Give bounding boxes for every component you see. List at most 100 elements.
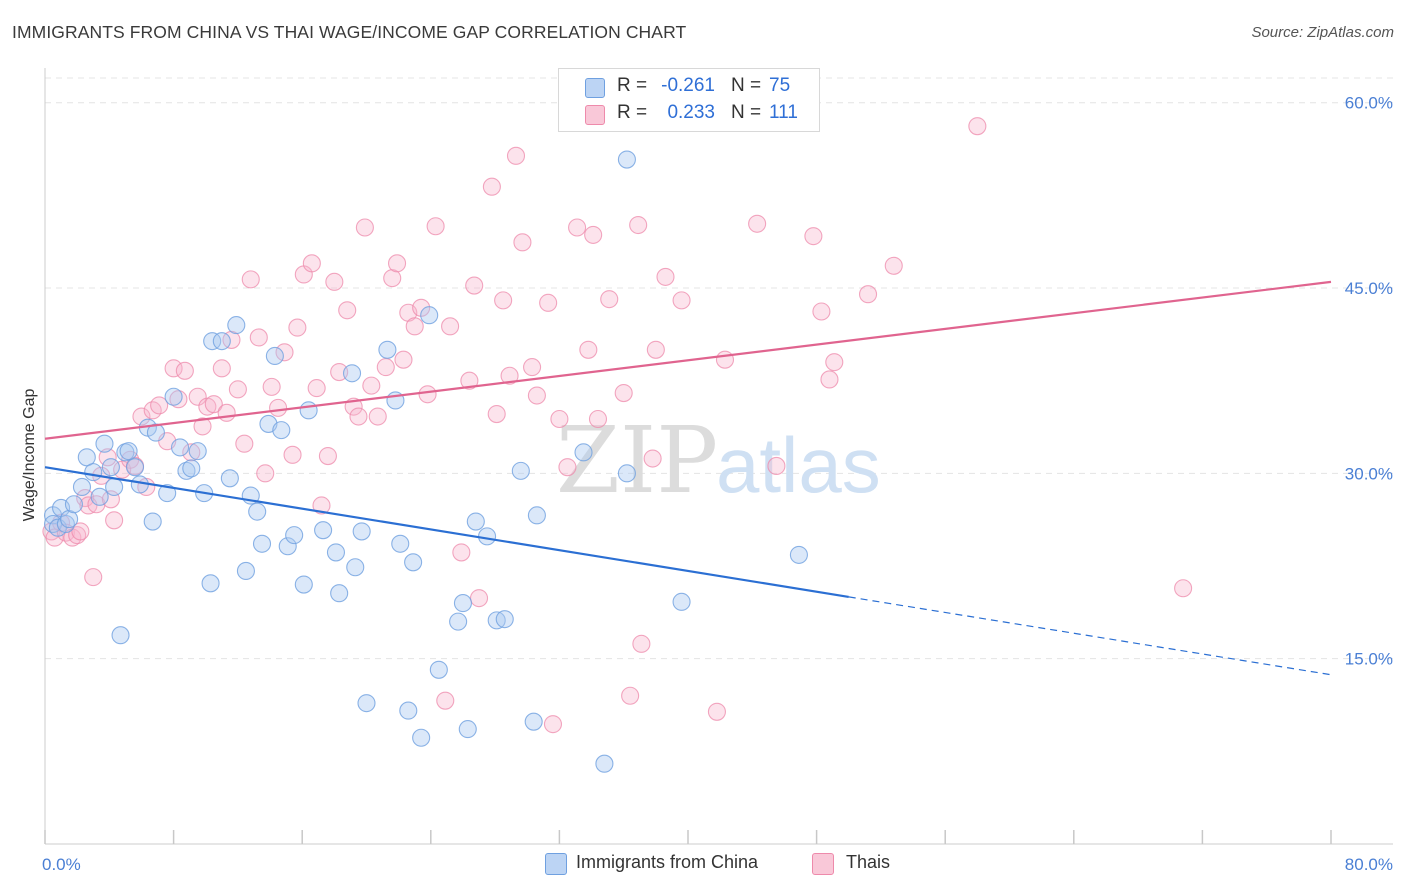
thai-point bbox=[312, 496, 331, 515]
thai-point bbox=[182, 443, 201, 462]
china-point bbox=[64, 495, 83, 514]
thai-point bbox=[132, 407, 151, 426]
china-point bbox=[511, 461, 530, 480]
thai-point bbox=[368, 407, 387, 426]
china-point bbox=[524, 712, 543, 731]
thai-point bbox=[325, 272, 344, 291]
china-point bbox=[527, 506, 546, 525]
x-tick-label: 80.0% bbox=[1345, 855, 1393, 874]
legend-r-value: 0.233 bbox=[667, 102, 715, 123]
thai-point bbox=[558, 458, 577, 477]
thai-point bbox=[222, 330, 241, 349]
thai-point bbox=[1174, 579, 1193, 598]
china-point bbox=[478, 527, 497, 546]
legend-r-label: R = bbox=[617, 75, 648, 96]
thai-point bbox=[188, 387, 207, 406]
thai-point bbox=[469, 589, 489, 608]
china-point bbox=[617, 150, 636, 169]
china-point bbox=[352, 522, 371, 541]
thai-point bbox=[715, 350, 735, 369]
y-tick-label: 45.0% bbox=[1345, 279, 1393, 298]
china-point bbox=[399, 701, 418, 720]
china-point bbox=[412, 728, 431, 747]
x-tick-label: 0.0% bbox=[42, 855, 81, 874]
thai-point bbox=[105, 511, 124, 530]
china-point bbox=[285, 526, 304, 545]
thai-point bbox=[84, 568, 103, 587]
watermark-atlas: atlas bbox=[716, 421, 881, 509]
thai-point bbox=[632, 634, 651, 653]
legend-swatch-thai bbox=[585, 105, 605, 125]
china-point bbox=[299, 401, 318, 420]
thai-point bbox=[241, 270, 260, 289]
thai-point bbox=[418, 385, 437, 404]
legend-row-china: R = -0.261 N = 75 bbox=[559, 73, 819, 101]
bottom-legend-swatch-china bbox=[545, 853, 567, 875]
china-point bbox=[72, 477, 92, 496]
china-point bbox=[404, 553, 423, 572]
thai-point bbox=[349, 407, 368, 426]
thai-point bbox=[288, 318, 307, 337]
china-point bbox=[111, 626, 130, 645]
thai-point bbox=[494, 291, 513, 310]
thai-point bbox=[355, 218, 374, 237]
chart-title: IMMIGRANTS FROM CHINA VS THAI WAGE/INCOM… bbox=[12, 22, 687, 42]
china-point bbox=[119, 442, 138, 461]
thai-point bbox=[307, 379, 326, 398]
china-point bbox=[188, 442, 207, 461]
y-tick-label: 60.0% bbox=[1345, 94, 1393, 113]
thai-point bbox=[175, 361, 194, 380]
thai-point bbox=[487, 405, 506, 424]
thai-point bbox=[235, 434, 254, 453]
y-tick-label: 30.0% bbox=[1345, 464, 1393, 483]
china-point bbox=[574, 443, 593, 462]
china-point bbox=[125, 458, 145, 477]
thai-point bbox=[217, 403, 236, 422]
china-point bbox=[164, 387, 183, 406]
china-point bbox=[357, 694, 376, 713]
thai-point bbox=[539, 293, 558, 312]
thai-point bbox=[169, 390, 188, 409]
bottom-legend-swatch-thai bbox=[812, 853, 834, 875]
china-point bbox=[60, 510, 79, 529]
legend-r-label: R = bbox=[617, 102, 648, 123]
thai-point bbox=[387, 254, 407, 273]
thai-point bbox=[275, 343, 294, 362]
china-point bbox=[466, 512, 485, 531]
bottom-legend-label-thai: Thais bbox=[846, 852, 891, 872]
china-trend-line bbox=[44, 466, 849, 598]
thai-point bbox=[482, 177, 501, 196]
tick-labels: 15.0% 30.0% 45.0% 60.0% 0.0% 80.0% bbox=[42, 94, 1393, 874]
thai-point bbox=[812, 302, 831, 321]
china-point bbox=[182, 459, 201, 478]
china-point bbox=[212, 332, 231, 351]
thai-point bbox=[193, 417, 212, 436]
china-point bbox=[105, 477, 124, 496]
correlation-legend: R = -0.261 N = 75 R = 0.233 N = 111 bbox=[558, 68, 820, 132]
legend-swatch-china bbox=[585, 78, 605, 98]
legend-row-thai: R = 0.233 N = 111 bbox=[559, 100, 819, 128]
thai-point bbox=[460, 371, 479, 390]
china-point bbox=[342, 364, 362, 383]
thai-point bbox=[629, 215, 648, 235]
thai-point bbox=[465, 276, 484, 295]
thai-point bbox=[269, 398, 288, 417]
thai-point bbox=[228, 380, 247, 399]
china-point bbox=[672, 592, 691, 611]
thai-point bbox=[614, 383, 633, 403]
china-point bbox=[346, 558, 365, 577]
thai-points bbox=[42, 117, 1193, 734]
china-point bbox=[203, 332, 222, 351]
thai-point bbox=[98, 448, 117, 467]
thai-point bbox=[394, 350, 413, 369]
thai-point bbox=[150, 396, 169, 415]
thai-point bbox=[441, 317, 460, 336]
thai-point bbox=[968, 117, 987, 136]
thai-point bbox=[212, 359, 231, 378]
thai-point bbox=[506, 146, 526, 165]
thai-point bbox=[646, 340, 665, 359]
thai-point bbox=[249, 328, 268, 347]
thai-trend-line bbox=[44, 280, 1332, 440]
china-point bbox=[449, 612, 468, 631]
china-point bbox=[595, 754, 614, 773]
